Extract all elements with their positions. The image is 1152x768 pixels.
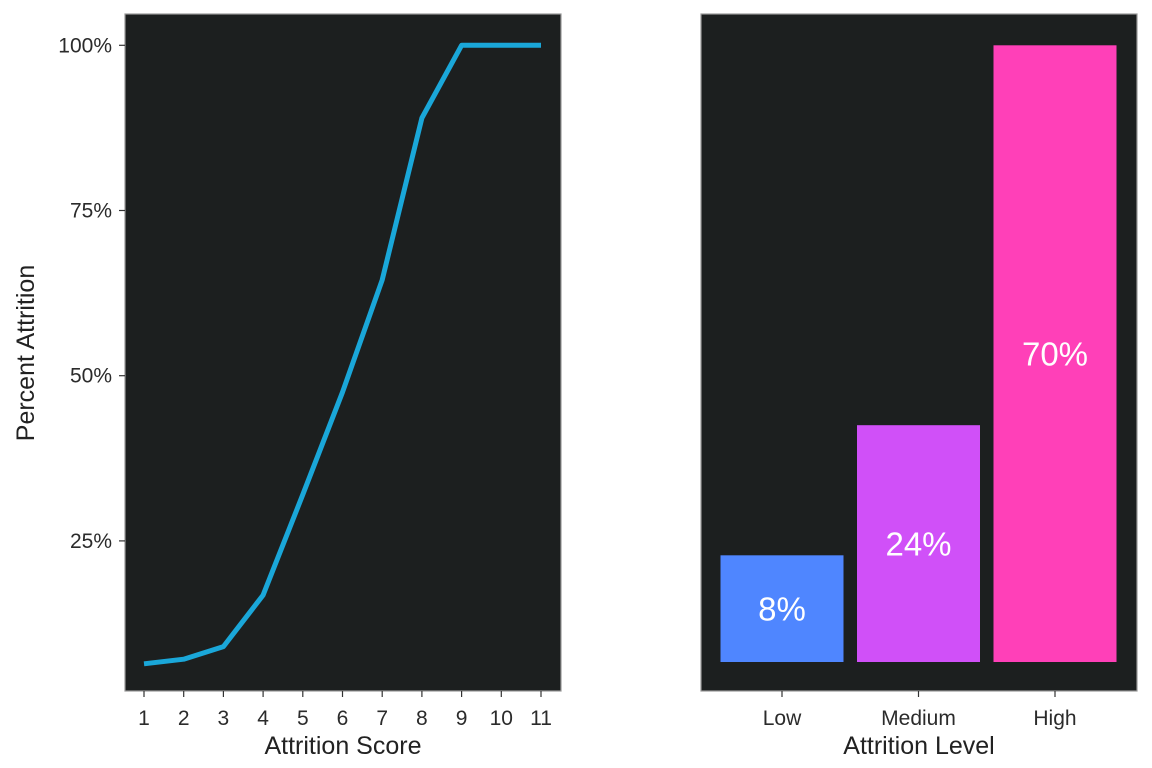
line-y-tick-label: 25% <box>70 530 112 553</box>
line-y-tick-label: 100% <box>58 34 112 57</box>
line-x-tick-label: 7 <box>376 707 388 730</box>
line-series <box>143 42 541 667</box>
line-x-tick-label: 4 <box>257 707 269 730</box>
line-x-axis: 1 2 3 4 5 6 7 8 9 10 11 <box>138 691 552 730</box>
attrition-line <box>143 42 541 667</box>
line-x-axis-title: Attrition Score <box>264 732 421 760</box>
bar-low <box>720 555 844 662</box>
line-y-tick-label: 50% <box>70 365 112 388</box>
line-chart: 25% 50% 75% 100% 1 2 3 4 5 6 7 8 9 10 11 Attrition Sc… <box>12 13 562 760</box>
line-x-tick-label: 2 <box>178 707 190 730</box>
bar-x-tick-label: Medium <box>881 707 956 730</box>
bar-x-axis: Low Medium High <box>763 691 1077 730</box>
line-panel-background <box>124 13 562 692</box>
line-x-tick-label: 5 <box>297 707 309 730</box>
bar-x-tick-label: High <box>1033 707 1076 730</box>
bar-data-label: 8% <box>758 591 806 628</box>
line-y-axis: 25% 50% 75% 100% <box>58 34 125 553</box>
bar-x-tick-label: Low <box>763 707 802 730</box>
line-x-tick-label: 11 <box>530 707 552 730</box>
bar-high <box>993 45 1117 663</box>
line-x-tick-label: 3 <box>218 707 230 730</box>
line-x-tick-label: 8 <box>416 707 428 730</box>
bar-x-axis-title: Attrition Level <box>843 732 994 760</box>
line-x-tick-label: 1 <box>138 707 150 730</box>
line-y-tick-label: 75% <box>70 200 112 223</box>
bar-chart: 8% 24% 70% Low Medium High Attrition Level <box>700 13 1138 760</box>
line-x-tick-label: 10 <box>490 707 513 730</box>
bar-series: 8% 24% 70% <box>720 45 1117 663</box>
line-x-tick-label: 6 <box>337 707 349 730</box>
bar-medium <box>857 425 980 662</box>
bar-data-label: 24% <box>885 526 951 563</box>
line-x-tick-label: 9 <box>456 707 468 730</box>
line-y-axis-title: Percent Attrition <box>12 265 40 441</box>
bar-data-label: 70% <box>1022 336 1088 373</box>
